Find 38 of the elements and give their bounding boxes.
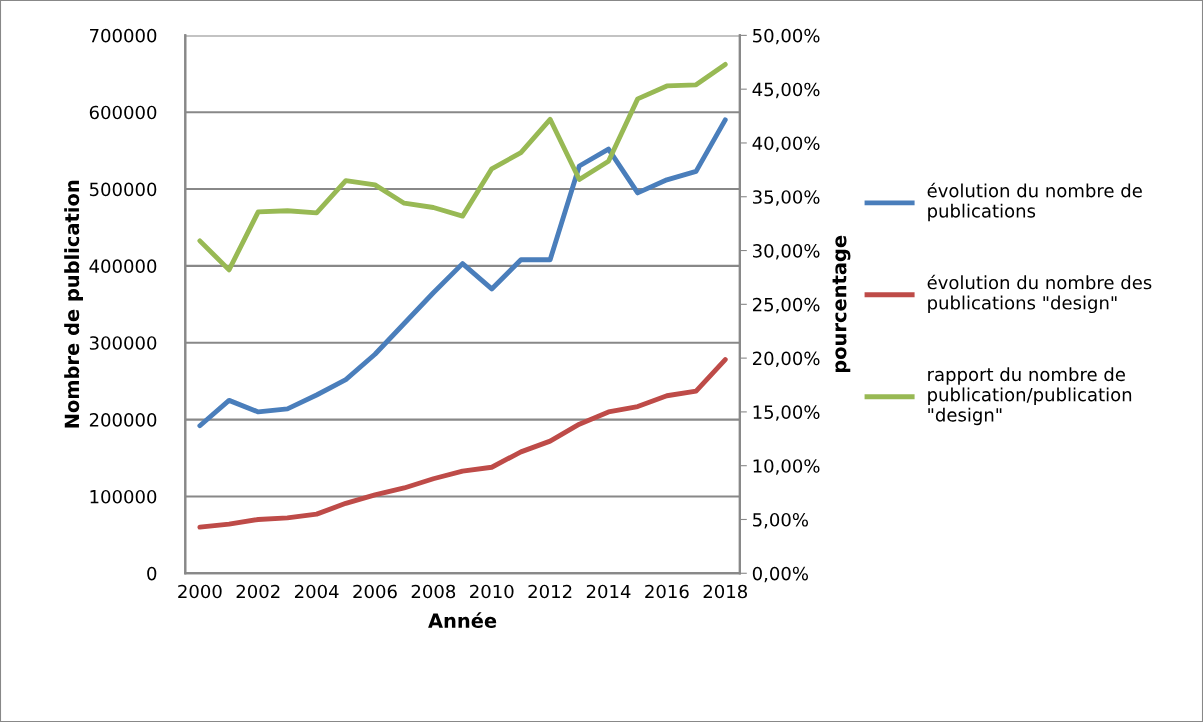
x-tick-label: 2016 [645, 584, 689, 599]
x-tick-label: 2004 [294, 584, 339, 599]
y2-tick-label: 25,00% [752, 297, 820, 314]
y2-tick-label: 45,00% [752, 82, 820, 99]
y-tick-label: 700000 [90, 28, 157, 43]
y-tick-label: 300000 [89, 336, 157, 350]
x-tick-label: 2000 [178, 584, 222, 599]
line-series [197, 61, 728, 273]
y2-tick-label: 50,00% [753, 28, 820, 45]
y2-tick-label: 30,00% [753, 243, 820, 260]
y2-tick-label: 0,00% [752, 566, 809, 583]
y-tick-label: 100000 [90, 489, 157, 504]
x-tick-label: 2002 [236, 584, 280, 599]
line-series [197, 117, 728, 429]
x-tick-label: 2014 [586, 584, 631, 599]
x-tick-label: 2012 [528, 584, 572, 599]
y-tick-label: 600000 [89, 105, 157, 120]
y2-tick-label: 35,00% [753, 190, 820, 206]
legend-label: évolution du nombre des publications "design" [927, 274, 1152, 314]
y2-axis-title: pourcentage [832, 235, 851, 373]
y-tick-label: 500000 [89, 182, 157, 197]
y2-tick-label: 15,00% [753, 405, 820, 421]
x-tick-label: 2018 [703, 584, 747, 599]
x-tick-label: 2010 [470, 584, 514, 599]
y2-tick-label: 40,00% [752, 136, 820, 152]
x-tick-label: 2006 [353, 584, 397, 599]
y-tick-label: 400000 [89, 259, 157, 274]
y-tick-label: 200000 [89, 413, 157, 427]
y-tick-label: 0 [147, 566, 157, 581]
y2-tick-label: 20,00% [752, 351, 820, 368]
y2-tick-label: 10,00% [753, 459, 820, 475]
x-tick-label: 2008 [411, 584, 456, 599]
legend-label: rapport du nombre de publication/publication "design" [928, 367, 1132, 426]
legend-label: évolution du nombre de publications [927, 182, 1142, 222]
line-series [197, 357, 728, 530]
y2-tick-label: 5,00% [753, 512, 809, 529]
y-axis-title: Nombre de publication [64, 180, 83, 428]
x-axis-title: Année [428, 612, 497, 629]
